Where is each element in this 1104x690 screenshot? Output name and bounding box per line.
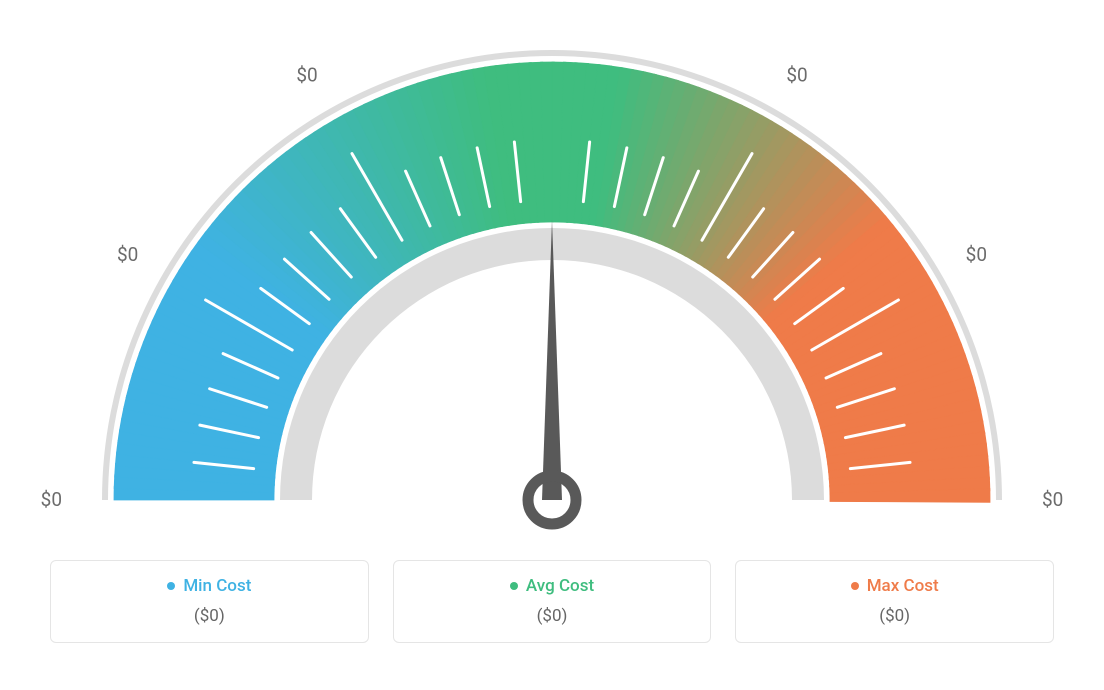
gauge-scale-label: $0	[1042, 488, 1063, 511]
gauge-needle	[542, 220, 562, 500]
legend-label: Min Cost	[183, 576, 251, 596]
gauge-chart: $0 $0 $0 $0 $0 $0 $0	[40, 20, 1064, 540]
legend-dot-icon	[510, 582, 518, 590]
legend-row: Min Cost ($0) Avg Cost ($0) Max Cost ($0)	[40, 560, 1064, 643]
gauge-scale-label: $0	[541, 20, 562, 21]
gauge-scale-label: $0	[117, 243, 138, 266]
gauge-scale-label: $0	[966, 243, 987, 266]
legend-card: Max Cost ($0)	[735, 560, 1054, 643]
legend-dot-icon	[851, 582, 859, 590]
gauge-scale-label: $0	[296, 64, 317, 87]
legend-value: ($0)	[412, 606, 693, 626]
legend-value: ($0)	[754, 606, 1035, 626]
gauge-svg: $0 $0 $0 $0 $0 $0 $0	[40, 20, 1064, 560]
legend-title: Min Cost	[167, 576, 251, 596]
legend-title: Avg Cost	[510, 576, 594, 596]
legend-card: Avg Cost ($0)	[393, 560, 712, 643]
legend-label: Max Cost	[867, 576, 939, 596]
legend-card: Min Cost ($0)	[50, 560, 369, 643]
gauge-scale-label: $0	[786, 64, 807, 87]
legend-label: Avg Cost	[526, 576, 594, 596]
legend-title: Max Cost	[851, 576, 939, 596]
gauge-scale-label: $0	[41, 488, 62, 511]
legend-value: ($0)	[69, 606, 350, 626]
cost-gauge-widget: $0$0$0$0$0$0$0 Min Cost($0)Avg Cost($0)M…	[0, 0, 1104, 690]
legend-dot-icon	[167, 582, 175, 590]
